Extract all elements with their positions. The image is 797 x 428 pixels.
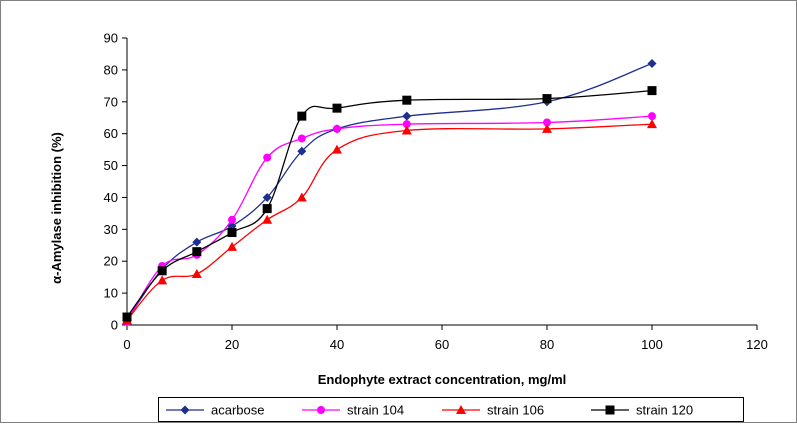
- legend-label-strain-104: strain 104: [347, 403, 404, 418]
- y-tick-label: 70: [104, 94, 118, 109]
- data-point-strain-106: [401, 125, 412, 135]
- data-point-strain-104: [543, 118, 551, 127]
- x-tick-label: 40: [330, 337, 344, 352]
- series-line-strain-120: [126, 89, 653, 318]
- legend-marker-strain-106: [456, 405, 466, 414]
- data-point-strain-120: [297, 111, 307, 121]
- data-point-strain-120: [122, 312, 132, 322]
- y-tick-label: 40: [104, 190, 118, 205]
- data-point-acarbose: [262, 192, 272, 202]
- legend-label-acarbose: acarbose: [211, 403, 264, 418]
- data-point-acarbose: [402, 111, 412, 121]
- data-point-strain-104: [297, 134, 306, 143]
- plot-area: 0 10 20 30 40 50 60 70 80 90 0 20 40 60 80 100 120: [104, 31, 768, 353]
- data-point-strain-120: [227, 228, 237, 238]
- data-point-acarbose: [647, 59, 657, 69]
- y-tick-label: 0: [111, 318, 118, 333]
- data-point-strain-106: [647, 119, 657, 129]
- data-point-strain-120: [542, 94, 552, 104]
- data-point-strain-106: [191, 268, 202, 278]
- x-tick-label: 0: [123, 337, 130, 352]
- y-tick-label: 10: [104, 286, 118, 301]
- y-tick-label: 80: [104, 62, 118, 77]
- data-point-strain-106: [542, 123, 552, 133]
- y-tick-label: 60: [104, 126, 118, 141]
- data-point-acarbose: [297, 146, 307, 156]
- data-point-strain-106: [157, 275, 168, 285]
- data-point-strain-106: [296, 192, 307, 202]
- x-tick-label: 60: [435, 337, 449, 352]
- data-point-strain-106: [262, 214, 273, 224]
- data-point-strain-120: [192, 247, 202, 257]
- legend-label-strain-120: strain 120: [636, 403, 693, 418]
- y-tick-label: 90: [104, 31, 118, 46]
- x-tick-label: 100: [641, 337, 663, 352]
- data-point-strain-120: [157, 266, 167, 276]
- data-point-strain-104: [402, 120, 411, 129]
- x-tick-label: 20: [225, 337, 239, 352]
- data-point-strain-104: [263, 153, 272, 162]
- data-point-strain-104: [648, 112, 656, 121]
- legend-label-strain-106: strain 106: [487, 403, 544, 418]
- data-point-strain-106: [227, 241, 237, 251]
- data-point-strain-120: [647, 86, 657, 96]
- data-point-strain-120: [402, 95, 412, 105]
- data-point-strain-104: [333, 124, 341, 133]
- data-point-strain-104: [228, 215, 236, 224]
- legend: acarbose strain 104 strain 106 strain 120: [158, 397, 744, 422]
- legend-marker-strain-104: [317, 406, 325, 414]
- data-point-strain-120: [332, 103, 342, 113]
- x-axis-title: Endophyte extract concentration, mg/ml: [318, 372, 567, 387]
- x-tick-label: 120: [746, 337, 768, 352]
- data-point-strain-120: [262, 204, 272, 214]
- data-point-acarbose: [192, 237, 202, 247]
- y-tick-label: 20: [104, 254, 118, 269]
- data-point-strain-106: [332, 144, 342, 154]
- legend-marker-acarbose: [180, 405, 190, 415]
- y-axis-title: α-Amylase inhibition (%): [49, 132, 64, 284]
- y-tick-label: 50: [104, 158, 118, 173]
- legend-marker-strain-120: [605, 405, 615, 415]
- y-tick-label: 30: [104, 222, 118, 237]
- x-tick-label: 80: [540, 337, 554, 352]
